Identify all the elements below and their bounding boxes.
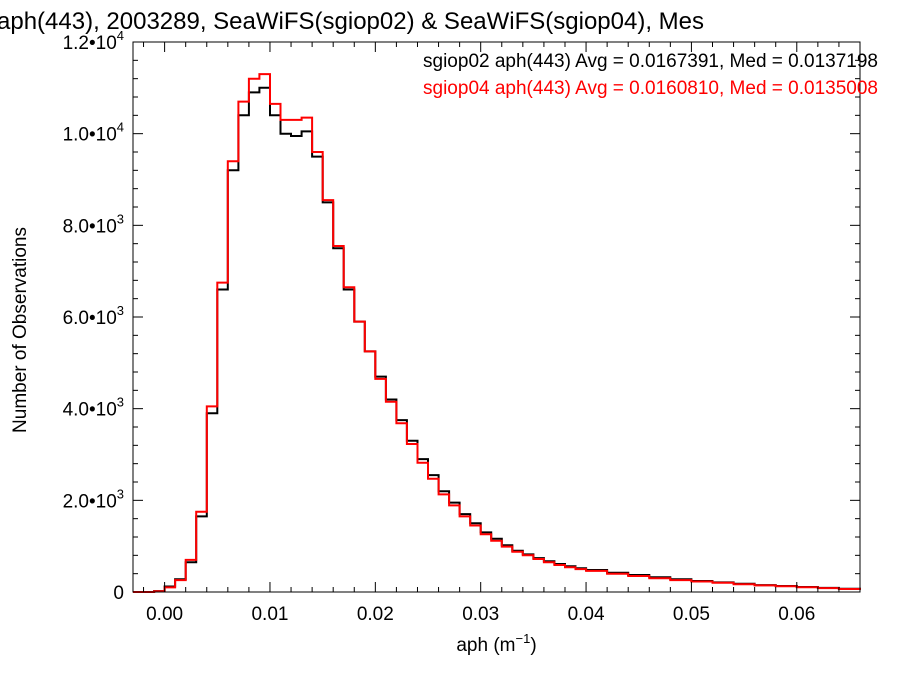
x-tick-label: 0.03 xyxy=(462,604,499,625)
chart-title: aph(443), 2003289, SeaWiFS(sgiop02) & Se… xyxy=(0,8,705,35)
x-tick-label: 0.00 xyxy=(146,604,183,625)
legend-entry-sgiop04: sgiop04 aph(443) Avg = 0.0160810, Med = … xyxy=(423,78,878,99)
x-tick-label: 0.02 xyxy=(357,604,394,625)
plot-frame xyxy=(132,41,861,593)
y-tick-label: 1.0•104 xyxy=(63,120,124,146)
y-tick-label: 6.0•103 xyxy=(63,303,124,329)
y-axis-title: Number of Observations xyxy=(10,227,31,433)
y-tick-label: 8.0•103 xyxy=(63,211,124,237)
x-tick-label: 0.06 xyxy=(778,604,815,625)
y-tick-label: 4.0•103 xyxy=(63,395,124,421)
y-tick-label: 0 xyxy=(113,583,124,604)
legend-entry-sgiop02: sgiop02 aph(443) Avg = 0.0167391, Med = … xyxy=(423,51,878,72)
x-tick-label: 0.05 xyxy=(673,604,710,625)
y-tick-label: 1.2•104 xyxy=(63,28,124,54)
series-line-1 xyxy=(133,86,861,593)
x-tick-label: 0.01 xyxy=(251,604,288,625)
x-axis-title: aph (m−1) xyxy=(456,631,536,656)
x-tick-label: 0.04 xyxy=(568,604,605,625)
y-tick-label: 2.0•103 xyxy=(63,486,124,512)
series-line-2 xyxy=(133,73,861,593)
